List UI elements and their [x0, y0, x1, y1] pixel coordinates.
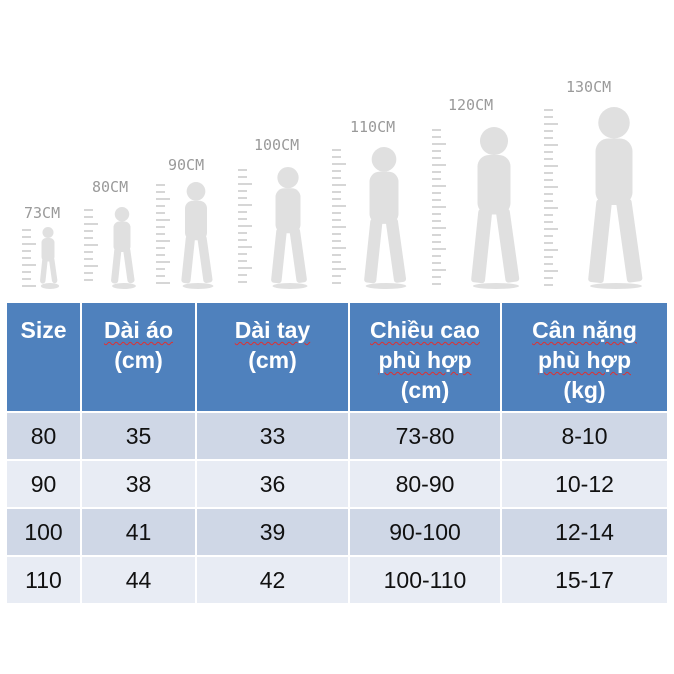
header-line: Cân nặng	[502, 315, 667, 345]
header-line: Chiều cao	[350, 315, 500, 345]
header-line: phù hợp	[350, 345, 500, 375]
cell-weight: 12-14	[500, 507, 669, 557]
table-row: 110 44 42 100-110 15-17	[5, 555, 669, 605]
header-line: Size	[20, 317, 67, 343]
cell-size: 90	[5, 459, 82, 509]
cell-size: 110	[5, 555, 82, 605]
height-ruler	[544, 109, 558, 286]
height-ruler	[238, 169, 252, 283]
child-silhouette	[471, 126, 520, 289]
height-label: 90CM	[168, 156, 204, 174]
cell-height: 80-90	[348, 459, 502, 509]
height-ruler	[84, 209, 98, 281]
cell-shirt-length: 35	[80, 411, 197, 461]
header-line: Dài áo	[82, 315, 195, 345]
child-silhouette	[111, 207, 136, 289]
cell-shirt-length: 44	[80, 555, 197, 605]
child-silhouette	[181, 182, 214, 289]
header-suitable-weight: Cân nặng phù hợp (kg)	[500, 301, 669, 413]
cell-weight: 10-12	[500, 459, 669, 509]
cell-sleeve-length: 36	[195, 459, 350, 509]
height-ruler	[332, 149, 346, 284]
cell-height: 90-100	[348, 507, 502, 557]
table-header-row: Size Dài áo (cm) Dài tay (cm) Chiều cao …	[5, 301, 669, 413]
cell-sleeve-length: 42	[195, 555, 350, 605]
header-line: phù hợp	[502, 345, 667, 375]
height-ruler	[22, 229, 36, 287]
height-label: 73CM	[24, 204, 60, 222]
height-figures-illustration: 73CM 80CM 90CM 100CM 110CM 120CM 130CM	[22, 78, 643, 289]
height-ruler	[432, 129, 446, 285]
height-label: 130CM	[566, 78, 611, 96]
header-text: Dài áo	[103, 317, 174, 343]
cell-shirt-length: 41	[80, 507, 197, 557]
cell-height: 100-110	[348, 555, 502, 605]
cell-sleeve-length: 39	[195, 507, 350, 557]
height-label: 110CM	[350, 118, 395, 136]
table-row: 100 41 39 90-100 12-14	[5, 507, 669, 557]
height-label: 80CM	[92, 178, 128, 196]
header-line: (cm)	[400, 377, 450, 403]
size-chart-table: Size Dài áo (cm) Dài tay (cm) Chiều cao …	[5, 301, 669, 605]
cell-height: 73-80	[348, 411, 502, 461]
cell-weight: 15-17	[500, 555, 669, 605]
header-line: (cm)	[114, 347, 163, 373]
height-ruler	[156, 184, 170, 284]
header-sleeve-length: Dài tay (cm)	[195, 301, 350, 413]
cell-size: 80	[5, 411, 82, 461]
header-line: Dài tay	[197, 315, 348, 345]
header-line: (kg)	[563, 377, 606, 403]
cell-size: 100	[5, 507, 82, 557]
height-label: 100CM	[254, 136, 299, 154]
cell-sleeve-length: 33	[195, 411, 350, 461]
header-size: Size	[5, 301, 82, 413]
header-suitable-height: Chiều cao phù hợp (cm)	[348, 301, 502, 413]
child-silhouette	[271, 167, 308, 289]
header-text: phù hợp	[538, 347, 631, 373]
cell-weight: 8-10	[500, 411, 669, 461]
child-silhouette	[588, 107, 643, 289]
table-row: 80 35 33 73-80 8-10	[5, 411, 669, 461]
header-text: phù hợp	[378, 347, 472, 373]
height-label: 120CM	[448, 96, 493, 114]
table-row: 90 38 36 80-90 10-12	[5, 459, 669, 509]
header-text: Cân nặng	[532, 317, 637, 343]
child-silhouette	[40, 227, 60, 289]
header-text: Dài tay	[234, 317, 311, 343]
header-text: Chiều cao	[370, 317, 480, 343]
child-silhouette	[364, 147, 407, 289]
header-shirt-length: Dài áo (cm)	[80, 301, 197, 413]
header-line: (cm)	[248, 347, 297, 373]
cell-shirt-length: 38	[80, 459, 197, 509]
